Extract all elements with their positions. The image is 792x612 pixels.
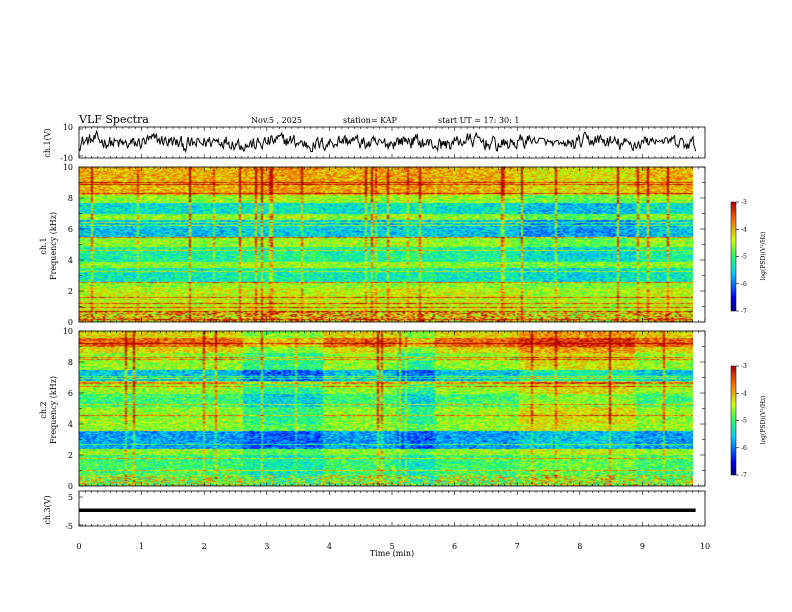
ch2-spec-yticks: 0 2 4 6 8 10 bbox=[63, 327, 705, 491]
x-tick-label: 3 bbox=[264, 542, 269, 551]
ch2-spectrogram-panel: 0 2 4 6 8 10 ch.2 Frequency (kHz) bbox=[39, 327, 706, 491]
y-tick-label: 0 bbox=[68, 482, 73, 491]
ch3-ylabel: ch.3(V) bbox=[43, 495, 52, 524]
x-tick-label: 7 bbox=[515, 542, 520, 551]
x-tick-label: 1 bbox=[139, 542, 144, 551]
ch2-spectrogram-image bbox=[79, 331, 693, 486]
ch1-waveform-trace bbox=[78, 129, 697, 154]
y-tick-label: 8 bbox=[68, 194, 73, 203]
colorbar-tick-label: -6 bbox=[741, 445, 747, 452]
figure-title: VLF Spectra bbox=[78, 113, 149, 126]
ch1-ytick-top: 10 bbox=[63, 123, 73, 132]
x-axis-label: Time (min) bbox=[370, 549, 414, 558]
colorbar-tick-label: -5 bbox=[741, 418, 747, 425]
ch3-ytick-bottom: -5 bbox=[65, 522, 73, 531]
y-tick-label: 6 bbox=[68, 225, 73, 234]
y-tick-label: 2 bbox=[68, 287, 73, 296]
y-tick-label: 10 bbox=[63, 163, 73, 172]
x-tick-label: 8 bbox=[577, 542, 582, 551]
ch3-waveform-panel: 5 -5 ch.3(V) bbox=[43, 490, 706, 531]
ch1-spectrogram-panel: 0 2 4 6 8 10 ch.1 Frequency (kHz) bbox=[39, 163, 706, 327]
station-label: station= KAP bbox=[343, 116, 398, 125]
ch2-colorbar-label: log(PSD)(V²/Hz) bbox=[760, 396, 767, 445]
y-tick-label: 8 bbox=[68, 358, 73, 367]
colorbar-tick-label: -3 bbox=[741, 199, 747, 206]
ch1-spec-ylabel-channel: ch.1 bbox=[39, 237, 48, 254]
x-tick-label: 4 bbox=[327, 542, 332, 551]
x-tick-label: 0 bbox=[76, 542, 81, 551]
time-axis-ticks: 0 1 2 3 4 5 6 7 8 9 10 bbox=[76, 127, 710, 551]
ch1-colorbar-label: log(PSD)(V²/Hz) bbox=[760, 232, 767, 281]
x-tick-label: 6 bbox=[452, 542, 457, 551]
colorbar-tick-label: -5 bbox=[741, 254, 747, 261]
ch2-colorbar-ticks: -3 -4 -5 -6 -7 bbox=[736, 363, 747, 479]
ch3-waveform-band bbox=[79, 508, 696, 512]
colorbar-tick-label: -4 bbox=[741, 390, 747, 397]
ch1-waveform-panel: 10 -10 ch.1(V) bbox=[43, 123, 706, 163]
x-tick-label: 5 bbox=[389, 542, 394, 551]
ch2-colorbar: -3 -4 -5 -6 -7 log(PSD)(V²/Hz) bbox=[730, 363, 767, 479]
y-tick-label: 0 bbox=[68, 318, 73, 327]
y-tick-label: 4 bbox=[68, 420, 73, 429]
start-time-label: start UT = 17: 30: 1 bbox=[438, 116, 519, 125]
y-tick-label: 6 bbox=[68, 389, 73, 398]
ch1-spectrogram-image bbox=[79, 167, 693, 322]
ch1-colorbar-ticks: -3 -4 -5 -6 -7 bbox=[736, 199, 747, 315]
y-tick-label: 10 bbox=[63, 327, 73, 336]
ch1-spec-yticks: 0 2 4 6 8 10 bbox=[63, 163, 705, 327]
colorbar-tick-label: -4 bbox=[741, 226, 747, 233]
y-tick-label: 2 bbox=[68, 451, 73, 460]
ch1-ytick-bottom: -10 bbox=[60, 154, 73, 163]
colorbar-tick-label: -7 bbox=[741, 472, 747, 479]
ch2-spec-ylabel-channel: ch.2 bbox=[39, 401, 48, 418]
ch3-ytick-top: 5 bbox=[68, 493, 73, 502]
x-tick-label: 9 bbox=[640, 542, 645, 551]
date-label: Nov.5 , 2025 bbox=[251, 116, 302, 125]
colorbar-tick-label: -7 bbox=[741, 308, 747, 315]
y-tick-label: 4 bbox=[68, 256, 73, 265]
colorbar-tick-label: -6 bbox=[741, 281, 747, 288]
ch1-ylabel: ch.1(V) bbox=[43, 128, 52, 157]
x-tick-label: 2 bbox=[202, 542, 207, 551]
x-tick-label: 10 bbox=[700, 542, 710, 551]
colorbar-tick-label: -3 bbox=[741, 363, 747, 370]
ch2-spec-ylabel-frequency: Frequency (kHz) bbox=[49, 376, 58, 444]
ch1-colorbar: -3 -4 -5 -6 -7 log(PSD)(V²/Hz) bbox=[730, 199, 767, 315]
ch1-spec-ylabel-frequency: Frequency (kHz) bbox=[49, 212, 58, 280]
